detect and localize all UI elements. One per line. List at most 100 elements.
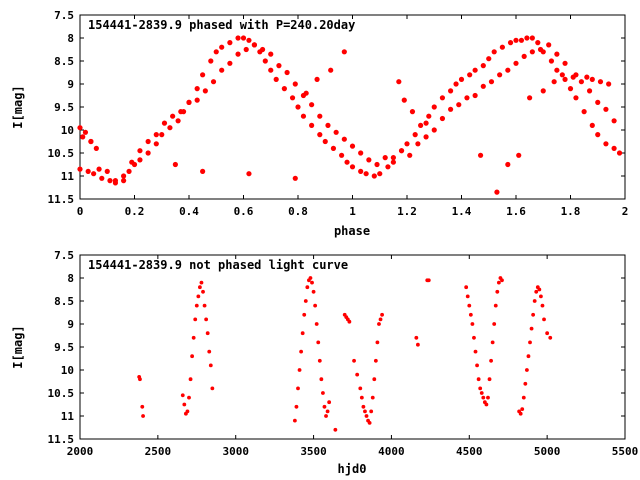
data-point — [494, 189, 500, 195]
data-point — [551, 79, 557, 85]
data-point — [317, 113, 323, 119]
data-point — [546, 42, 552, 48]
data-point — [380, 312, 384, 317]
data-point — [167, 125, 173, 131]
data-point — [170, 113, 176, 119]
data-point — [542, 317, 546, 322]
data-point — [390, 159, 396, 165]
data-point — [479, 391, 484, 395]
data-point — [153, 132, 159, 138]
data-point — [82, 129, 89, 135]
data-point — [210, 386, 215, 391]
x-tick-label: 3000 — [222, 445, 249, 458]
data-point — [186, 99, 192, 105]
data-point — [404, 141, 410, 147]
data-point — [500, 278, 504, 283]
data-point — [554, 67, 560, 73]
data-point — [145, 150, 151, 156]
data-point — [330, 145, 337, 151]
data-point — [311, 289, 316, 294]
data-point — [481, 395, 486, 400]
y-tick-label: 9.5 — [54, 341, 74, 354]
data-point — [289, 95, 296, 101]
phased-x-axis-label: phase — [334, 224, 370, 238]
data-point — [314, 76, 320, 82]
data-point — [251, 42, 257, 48]
x-tick-label: 1.6 — [506, 205, 526, 218]
data-point — [526, 354, 531, 359]
data-point — [377, 171, 383, 177]
data-point — [458, 76, 465, 82]
data-point — [426, 113, 432, 119]
data-point — [313, 303, 318, 308]
data-point — [528, 340, 532, 345]
data-point — [359, 395, 364, 400]
data-point — [204, 317, 209, 322]
data-point — [199, 280, 204, 285]
data-point — [138, 377, 142, 382]
data-point — [322, 138, 328, 145]
phased-chart: 0 0.2 0.4 0.6 0.8 1 1.2 1.4 1.6 1.8 2 7.5 8 8.5 9 9.5 10… — [11, 9, 628, 238]
data-point — [578, 79, 585, 85]
data-point — [521, 395, 526, 400]
data-point — [235, 35, 241, 41]
data-point — [407, 152, 413, 158]
data-point — [409, 109, 416, 115]
data-point — [159, 132, 165, 138]
data-point — [562, 76, 568, 82]
data-point — [548, 58, 555, 64]
data-point — [523, 381, 528, 386]
data-point — [292, 418, 297, 423]
data-point — [606, 81, 612, 87]
data-point — [414, 335, 419, 340]
raw-light-curve-chart: 2000 2500 3000 3500 4000 4500 5000 5500 7.5 8 8.5 9… — [11, 249, 638, 476]
data-point — [284, 69, 290, 76]
data-point — [309, 102, 315, 108]
data-point — [573, 95, 579, 101]
data-point — [361, 404, 366, 409]
data-point — [589, 76, 595, 82]
x-tick-label: 2 — [622, 205, 629, 218]
x-tick-label: 5500 — [612, 445, 639, 458]
data-point — [467, 303, 472, 308]
data-point — [198, 285, 202, 290]
data-point — [276, 63, 282, 69]
y-tick-label: 11 — [61, 410, 75, 423]
x-tick-label: 3500 — [300, 445, 327, 458]
raw-axis-ticks: 2000 2500 3000 3500 4000 4500 5000 5500 7.5 8 8.5 9… — [48, 249, 639, 458]
data-point — [268, 51, 274, 57]
phased-chart-title: 154441-2839.9 phased with P=240.20day — [88, 18, 355, 32]
data-point — [121, 178, 127, 184]
x-tick-label: 0.2 — [125, 205, 145, 218]
data-point — [529, 49, 535, 55]
data-point — [366, 157, 372, 163]
x-tick-label: 1 — [349, 205, 356, 218]
data-point — [202, 88, 208, 94]
data-point — [227, 60, 233, 66]
data-point — [470, 322, 475, 326]
data-point — [227, 40, 233, 46]
x-tick-label: 0.4 — [179, 205, 199, 218]
data-point — [325, 122, 331, 128]
data-point — [487, 377, 492, 382]
data-point — [418, 122, 424, 128]
data-point — [589, 122, 595, 128]
data-point — [493, 303, 498, 308]
data-point — [527, 95, 533, 101]
data-point — [537, 46, 544, 53]
data-point — [107, 178, 113, 184]
x-tick-label: 0 — [77, 205, 84, 218]
y-tick-label: 7.5 — [54, 9, 74, 22]
data-point — [308, 276, 313, 280]
data-point — [464, 285, 469, 290]
data-point — [611, 118, 617, 124]
x-tick-label: 4500 — [456, 445, 483, 458]
data-point — [595, 99, 601, 105]
data-point — [193, 317, 198, 322]
data-point — [310, 280, 314, 285]
data-point — [201, 289, 205, 294]
data-point — [349, 143, 356, 149]
data-point — [480, 83, 486, 89]
data-point — [208, 363, 213, 368]
data-point — [321, 391, 325, 395]
